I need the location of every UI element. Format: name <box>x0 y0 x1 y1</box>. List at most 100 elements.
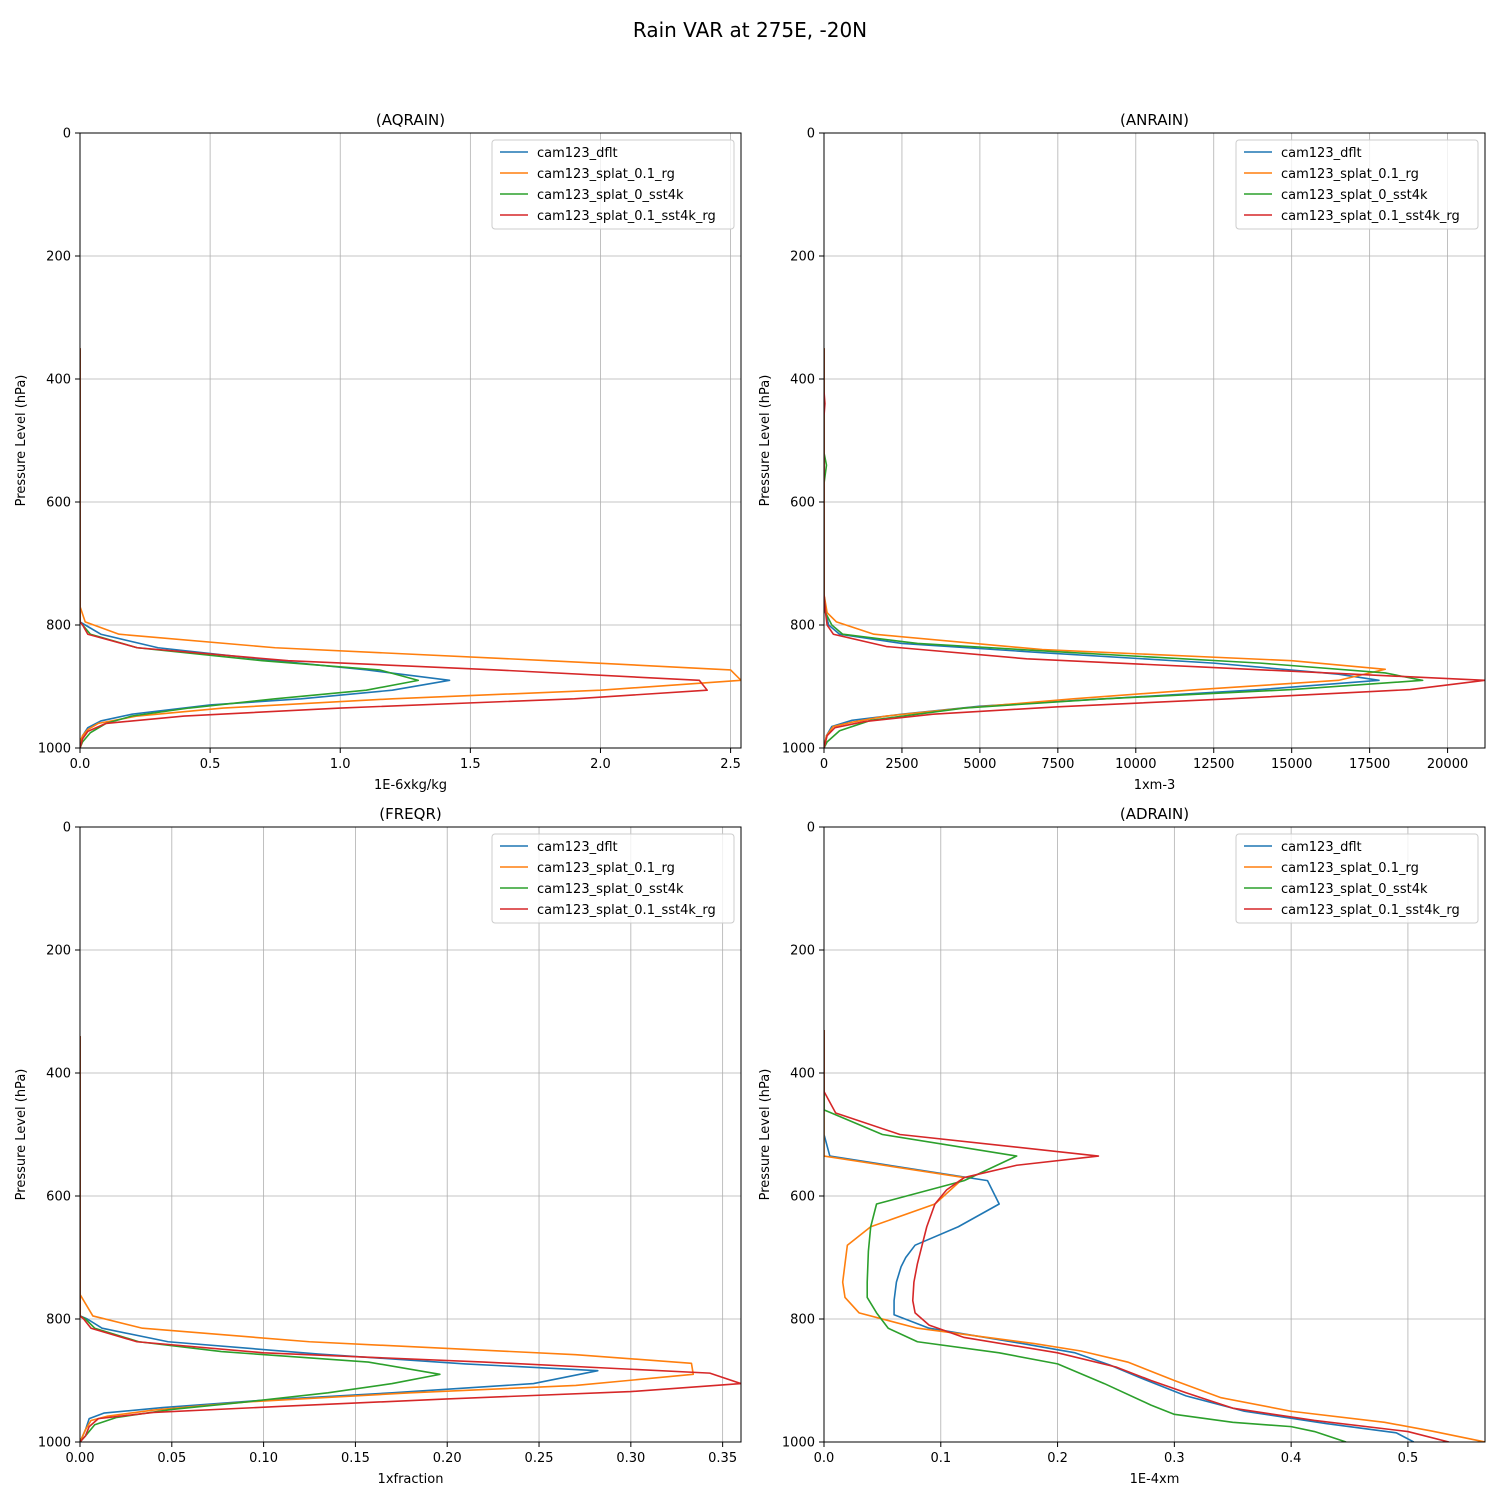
y-tick-label: 400 <box>46 1067 71 1082</box>
x-tick-label: 0.0 <box>814 1451 835 1466</box>
x-tick-label: 20000 <box>1427 757 1468 772</box>
y-tick-label: 200 <box>790 944 815 959</box>
y-tick-label: 1000 <box>782 742 815 757</box>
x-tick-label: 10000 <box>1115 757 1156 772</box>
y-axis-label: Pressure Level (hPa) <box>758 1069 773 1201</box>
figure-title: Rain VAR at 275E, -20N <box>633 18 867 42</box>
panels: 0.0 0.5 1.0 1.5 2.0 2.5 0 200 400 600 800 1000 (AQRA… <box>14 111 1486 1487</box>
y-tick-label: 200 <box>46 250 71 265</box>
x-tick-label: 0.1 <box>930 1451 951 1466</box>
x-tick-label: 1.0 <box>330 757 351 772</box>
legend-label: cam123_splat_0.1_rg <box>537 167 675 182</box>
y-tick-label: 600 <box>790 496 815 511</box>
y-tick-label: 200 <box>46 944 71 959</box>
x-tick-label: 0.10 <box>249 1451 278 1466</box>
x-tick-label: 0.3 <box>1164 1451 1185 1466</box>
x-tick-label: 2.0 <box>590 757 611 772</box>
y-tick-label: 0 <box>807 127 815 142</box>
x-tick-label: 0.5 <box>1398 1451 1419 1466</box>
axes-frame <box>79 132 742 749</box>
x-tick-label: 1.5 <box>460 757 481 772</box>
x-axis-label: 1E-6xkg/kg <box>374 778 447 793</box>
x-axis-label: 1xfraction <box>378 1472 444 1487</box>
x-tick-label: 2500 <box>885 757 918 772</box>
x-tick-label: 0.35 <box>708 1451 737 1466</box>
series-line-cam123_splat_0_sst4k <box>80 1036 441 1442</box>
panel-title: (AQRAIN) <box>376 111 445 129</box>
y-tick-label: 200 <box>790 250 815 265</box>
legend: cam123_dflt cam123_splat_0.1_rg cam123_spl… <box>491 139 735 230</box>
series-line-cam123_splat_0.1_rg <box>80 348 741 748</box>
x-axis-label: 1E-4xm <box>1130 1472 1180 1487</box>
x-tick-label: 0.0 <box>70 757 91 772</box>
x-tick-label: 17500 <box>1349 757 1390 772</box>
axes-frame <box>79 826 742 1443</box>
series-line-cam123_splat_0.1_sst4k_rg <box>80 348 708 748</box>
x-tick-label: 0.20 <box>433 1451 462 1466</box>
y-tick-label: 1000 <box>38 1436 71 1451</box>
legend-box <box>491 139 735 230</box>
x-tick-label: 0.15 <box>341 1451 370 1466</box>
x-tick-label: 15000 <box>1271 757 1312 772</box>
legend-label: cam123_dflt <box>1281 146 1362 161</box>
series-line-cam123_splat_0.1_sst4k_rg <box>824 348 1485 748</box>
y-tick-label: 400 <box>790 1067 815 1082</box>
legend-label: cam123_splat_0_sst4k <box>1281 188 1428 203</box>
y-tick-label: 400 <box>790 373 815 388</box>
panel-title: (ANRAIN) <box>1120 111 1189 129</box>
y-tick-label: 800 <box>790 1313 815 1328</box>
series-line-cam123_dflt <box>80 348 451 748</box>
y-axis-label: Pressure Level (hPa) <box>14 1069 29 1201</box>
legend-label: cam123_splat_0.1_rg <box>537 861 675 876</box>
x-tick-label: 0.5 <box>200 757 221 772</box>
y-tick-label: 1000 <box>38 742 71 757</box>
series-line-cam123_splat_0.1_rg <box>824 1029 1485 1442</box>
panel-title: (ADRAIN) <box>1120 805 1189 823</box>
legend-label: cam123_dflt <box>537 840 618 855</box>
x-tick-label: 2.5 <box>720 757 741 772</box>
legend-label: cam123_splat_0_sst4k <box>1281 882 1428 897</box>
axes-frame <box>823 132 1486 749</box>
legend-label: cam123_splat_0.1_rg <box>1281 861 1419 876</box>
legend-box <box>491 833 735 924</box>
x-axis-label: 1xm-3 <box>1134 778 1176 793</box>
x-tick-label: 0.4 <box>1281 1451 1302 1466</box>
x-tick-label: 7500 <box>1041 757 1074 772</box>
legend: cam123_dflt cam123_splat_0.1_rg cam123_spl… <box>1235 833 1479 924</box>
y-tick-label: 600 <box>46 1190 71 1205</box>
y-tick-label: 0 <box>807 821 815 836</box>
series-group <box>80 348 741 748</box>
legend-label: cam123_splat_0_sst4k <box>537 882 684 897</box>
y-tick-label: 600 <box>790 1190 815 1205</box>
y-tick-label: 800 <box>790 619 815 634</box>
y-axis-label: Pressure Level (hPa) <box>758 375 773 507</box>
series-line-cam123_splat_0_sst4k <box>824 1029 1347 1442</box>
legend: cam123_dflt cam123_splat_0.1_rg cam123_spl… <box>491 833 735 924</box>
y-tick-label: 800 <box>46 1313 71 1328</box>
legend-box <box>1235 139 1479 230</box>
series-line-cam123_splat_0_sst4k <box>824 348 1424 748</box>
x-tick-label: 0.00 <box>66 1451 95 1466</box>
panel-2: 0 2500 5000 7500 10000 12500 15000 17500 20000 0 2… <box>758 111 1486 793</box>
legend-label: cam123_splat_0.1_sst4k_rg <box>537 903 716 918</box>
panel-4: 0.0 0.1 0.2 0.3 0.4 0.5 0 200 400 600 800 1000 (ADRA… <box>758 805 1486 1487</box>
y-tick-label: 1000 <box>782 1436 815 1451</box>
series-line-cam123_splat_0.1_sst4k_rg <box>80 1036 741 1442</box>
x-tick-label: 0.30 <box>616 1451 645 1466</box>
y-tick-label: 600 <box>46 496 71 511</box>
legend-label: cam123_dflt <box>537 146 618 161</box>
y-tick-label: 0 <box>63 821 71 836</box>
legend-box <box>1235 833 1479 924</box>
axes-frame <box>823 826 1486 1443</box>
series-group <box>824 348 1485 748</box>
series-line-cam123_dflt <box>824 1029 1415 1442</box>
y-tick-label: 400 <box>46 373 71 388</box>
legend-label: cam123_splat_0.1_sst4k_rg <box>1281 209 1460 224</box>
legend-label: cam123_splat_0.1_sst4k_rg <box>1281 903 1460 918</box>
panel-3: 0.00 0.05 0.10 0.15 0.20 0.25 0.30 0.35 0 200 400 6… <box>14 805 742 1487</box>
x-tick-label: 0.05 <box>157 1451 186 1466</box>
legend: cam123_dflt cam123_splat_0.1_rg cam123_spl… <box>1235 139 1479 230</box>
y-tick-label: 0 <box>63 127 71 142</box>
